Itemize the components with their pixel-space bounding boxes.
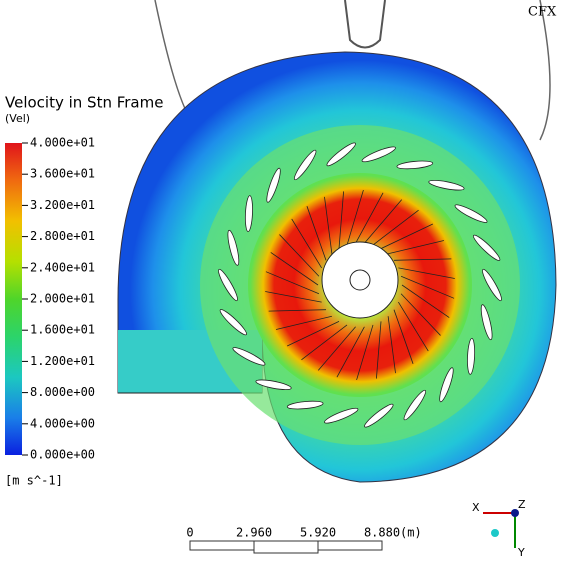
scale-segment [190,541,254,550]
color-tick-label: 0.000e+00 [30,448,95,462]
color-tick-label: 1.600e+01 [30,323,95,337]
scale-unit: (m) [400,526,422,540]
scale-segment [318,541,382,550]
legend-unit: [m s^-1] [5,474,63,488]
color-tick-label: 3.200e+01 [30,198,95,212]
color-bar [5,143,22,455]
color-tick-label: 4.000e+01 [30,136,95,150]
x-axis-label: X [472,501,480,514]
legend-variable: (Vel) [5,112,30,125]
scale-label: 8.880 [364,526,400,540]
color-tick-label: 3.600e+01 [30,167,95,181]
triad-dot [491,529,499,537]
casing-line [540,0,550,140]
legend-title: Velocity in Stn Frame [5,94,163,112]
color-tick-label: 2.400e+01 [30,260,95,274]
z-axis-label: Z [518,498,526,511]
logo: CFX [528,5,557,20]
scale-segment [254,541,318,553]
scale-label: 0 [186,526,193,540]
scale-label: 5.920 [300,526,336,540]
y-axis-label: Y [517,546,525,559]
color-tick-label: 2.800e+01 [30,229,95,243]
color-tick-label: 1.200e+01 [30,354,95,368]
cfd-view: Velocity in Stn Frame (Vel) 4.000e+01 3.6… [0,0,566,561]
scale-label: 2.960 [236,526,272,540]
shaft [350,270,370,290]
color-tick-label: 8.000e+00 [30,385,95,399]
color-tick-label: 4.000e+00 [30,416,95,430]
color-tick-label: 2.000e+01 [30,292,95,306]
bracket [345,0,385,48]
